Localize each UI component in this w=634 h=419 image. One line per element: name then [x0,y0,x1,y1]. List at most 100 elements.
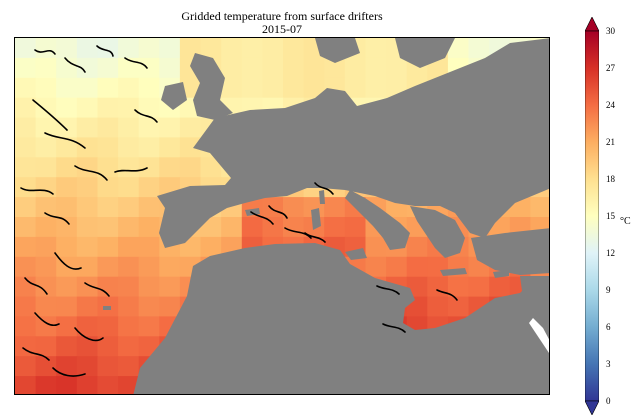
grid-cell [283,57,305,79]
grid-cell [35,316,57,337]
colorbar-tick-label: 18 [606,174,615,184]
colorbar [585,17,599,415]
grid-cell [118,276,140,298]
grid-cell [35,38,57,59]
grid-cell [35,276,57,298]
grid-cell [118,197,140,218]
grid-cell [221,77,243,99]
colorbar-tick-label: 15 [606,211,615,221]
grid-cell [35,296,57,317]
grid-cell [76,77,98,99]
grid-cell [283,197,305,218]
colorbar-units: °C [620,216,631,227]
grid-cell [76,376,98,394]
grid-cell [15,117,37,138]
grid-cell [56,137,78,158]
grid-cell [262,217,284,238]
grid-cell [159,137,181,158]
grid-cell [15,356,37,377]
grid-cell [97,256,119,278]
grid-cell [76,236,98,258]
grid-cell [56,296,78,317]
great-britain [190,53,233,120]
grid-cell [15,217,37,238]
cyprus [493,270,509,278]
grid-cell [138,197,160,218]
anatolia [471,228,549,275]
grid-cell [406,256,428,278]
grid-cell [283,217,305,238]
grid-cell [56,256,78,278]
grid-cell [241,217,263,238]
grid-cell [76,117,98,138]
grid-cell [344,57,366,79]
map-frame[interactable] [14,37,550,395]
grid-cell [56,276,78,298]
grid-cell [35,356,57,377]
italy-peninsula [345,190,410,250]
colorbar-bottom-extend-arrow [585,400,599,415]
map-canvas[interactable] [15,38,550,395]
grid-cell [56,236,78,258]
grid-cell [303,77,325,99]
colorbar-gradient [585,30,599,402]
grid-cell [468,276,490,298]
grid-cell [118,177,140,198]
grid-cell [76,256,98,278]
balkans-peninsula [410,206,465,258]
grid-cell [447,38,469,59]
grid-cell [118,77,140,99]
grid-cell [138,296,160,317]
grid-cell [35,57,57,79]
grid-cell [97,57,119,79]
grid-cell [221,217,243,238]
grid-cell [138,157,160,178]
grid-cell [15,276,37,298]
grid-cell [118,117,140,138]
grid-cell [15,376,37,394]
grid-cell [179,137,201,158]
grid-cell [35,137,57,158]
grid-cell [118,38,140,59]
grid-cell [97,316,119,337]
grid-cell [406,276,428,298]
grid-cell [97,356,119,377]
grid-cell [15,236,37,258]
grid-cell [138,77,160,99]
grid-cell [221,57,243,79]
red-sea [529,318,549,353]
grid-cell [76,197,98,218]
grid-cell [76,217,98,238]
grid-cell [344,217,366,238]
grid-cell [15,256,37,278]
colorbar-tick-label: 24 [606,100,615,110]
grid-cell [76,97,98,119]
colorbar-tick-label: 0 [606,396,611,406]
grid-cell [262,197,284,218]
grid-cell [159,276,181,298]
grid-cell [283,38,305,59]
grid-cell [427,276,449,298]
grid-cell [15,296,37,317]
grid-cell [118,157,140,178]
grid-cell [138,137,160,158]
grid-cell [56,336,78,357]
grid-cell [35,336,57,357]
grid-cell [76,57,98,79]
grid-cell [283,77,305,99]
grid-cell [241,38,263,59]
grid-cell [35,197,57,218]
grid-cell [76,38,98,59]
balearic-islands [245,208,260,216]
europe-landmass [157,38,549,248]
grid-cell [56,316,78,337]
grid-cell [489,276,511,298]
grid-cell [118,256,140,278]
grid-cell [97,117,119,138]
grid-cell [118,356,140,377]
grid-cell [15,38,37,59]
grid-cell [427,57,449,79]
grid-cell [56,38,78,59]
corsica [319,190,325,204]
colorbar-tick-label: 21 [606,137,615,147]
